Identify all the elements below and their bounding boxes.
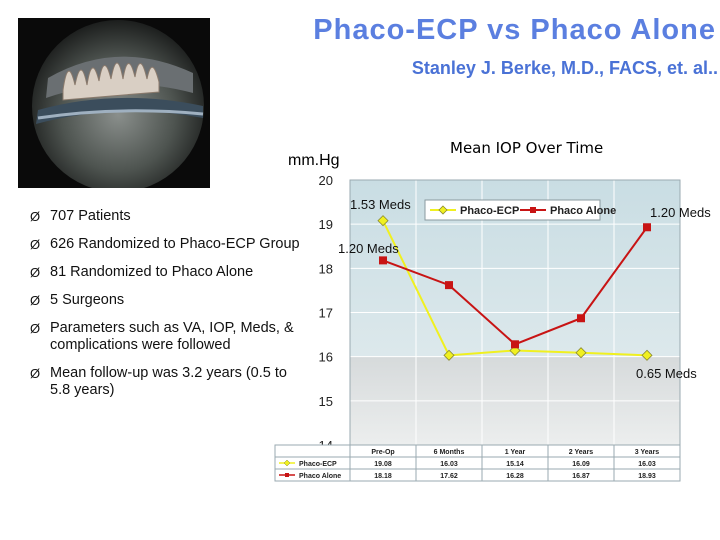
bullet-text: Mean follow-up was 3.2 years (0.5 to 5.8…: [50, 365, 287, 398]
slide-subtitle: Stanley J. Berke, M.D., FACS, et. al..: [411, 58, 718, 78]
annotation-3yr-ecp-meds: 0.65 Meds: [636, 366, 697, 381]
x-tick-label: 6 Months: [434, 449, 465, 456]
data-point: [643, 223, 651, 232]
data-table: [274, 444, 681, 482]
data-point: [377, 215, 389, 227]
bullet-text: 5 Surgeons: [50, 292, 125, 308]
table-value: 15.14: [506, 461, 524, 468]
bullet-arrow-icon: Ø: [30, 366, 41, 381]
y-tick-label: 20: [319, 173, 333, 188]
table-value: 17.62: [440, 473, 458, 480]
annotation-preop-ecp-meds: 1.53 Meds: [350, 197, 411, 212]
table-series-label: Phaco-ECP: [299, 461, 337, 468]
table-value: 16.03: [638, 461, 656, 468]
x-tick-label: 2 Years: [569, 449, 594, 456]
x-tick-label: 1 Year: [505, 449, 526, 456]
bullet-item: Ø 81 Randomized to Phaco Alone: [30, 264, 300, 281]
chart-title: Mean IOP Over Time: [450, 139, 603, 157]
table-value: 19.08: [374, 461, 392, 468]
table-value: 18.93: [638, 473, 656, 480]
bullet-arrow-icon: Ø: [30, 293, 41, 308]
bullet-arrow-icon: Ø: [30, 265, 41, 280]
x-tick-label: 3 Years: [635, 449, 660, 456]
data-point: [509, 344, 521, 357]
x-tick-label: Pre-Op: [371, 449, 394, 456]
data-point: [379, 256, 387, 265]
table-legend-marker: [285, 473, 289, 477]
y-tick-label: 19: [319, 217, 333, 232]
bullet-item: Ø 626 Randomized to Phaco-ECP Group: [30, 236, 300, 253]
bullet-list: Ø 707 Patients Ø 626 Randomized to Phaco-E…: [30, 208, 300, 410]
table-legend-marker: [283, 459, 291, 467]
bullet-text: 707 Patients: [50, 208, 131, 224]
y-tick-label: 18: [319, 261, 333, 276]
data-point: [511, 340, 519, 349]
legend: Phaco-ECP Phaco Alone: [424, 199, 616, 221]
table-value: 16.03: [440, 461, 458, 468]
data-point: [641, 349, 653, 361]
data-point: [577, 314, 585, 323]
endoscopic-eye-photo: [18, 18, 210, 188]
annotation-preop-alone-meds: 1.20 Meds: [338, 241, 399, 256]
table-value: 16.09: [572, 461, 590, 468]
table-value: 16.87: [572, 473, 590, 480]
data-point: [443, 349, 455, 361]
y-tick-label: 15: [319, 394, 333, 409]
y-axis-label: mm.Hg: [288, 152, 340, 169]
table-series-label: Phaco Alone: [299, 473, 341, 480]
bullet-text: 626 Randomized to Phaco-ECP Group: [50, 236, 300, 252]
legend-label: Phaco-ECP: [460, 205, 519, 217]
bullet-item: Ø 5 Surgeons: [30, 292, 300, 309]
slide-title: Phaco-ECP vs Phaco Alone: [313, 14, 716, 46]
bullet-item: Ø Parameters such as VA, IOP, Meds, & com…: [30, 320, 300, 354]
bullet-text: 81 Randomized to Phaco Alone: [50, 264, 254, 280]
bullet-item: Ø 707 Patients: [30, 208, 300, 225]
table-value: 18.18: [374, 473, 392, 480]
legend-marker: [438, 205, 448, 215]
bullet-item: Ø Mean follow-up was 3.2 years (0.5 to 5.…: [30, 365, 300, 399]
bullet-arrow-icon: Ø: [30, 237, 41, 252]
legend-box: [424, 199, 601, 221]
data-point: [575, 347, 587, 359]
bullet-arrow-icon: Ø: [30, 321, 41, 336]
annotation-3yr-alone-meds: 1.20 Meds: [650, 205, 711, 220]
table-value: 16.28: [506, 473, 524, 480]
legend-label: Phaco Alone: [550, 205, 616, 217]
y-tick-label: 17: [319, 306, 333, 321]
y-tick-label: 16: [319, 350, 333, 365]
bullet-text: Parameters such as VA, IOP, Meds, & comp…: [50, 320, 294, 353]
bullet-arrow-icon: Ø: [30, 209, 41, 224]
data-point: [445, 281, 453, 290]
legend-marker: [530, 207, 536, 213]
